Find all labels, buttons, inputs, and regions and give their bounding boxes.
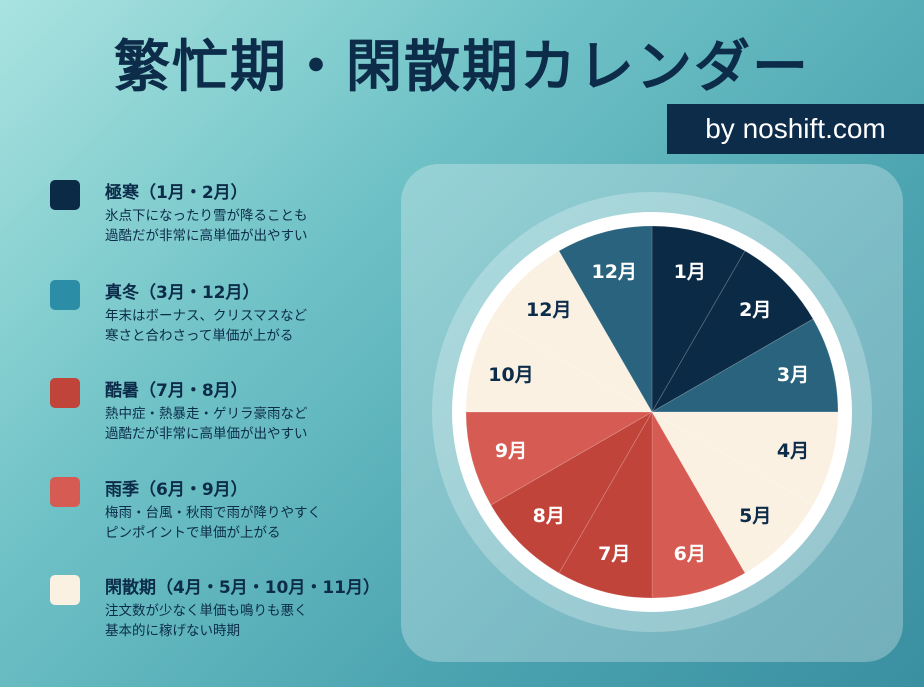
- legend-swatch: [50, 575, 80, 605]
- pie-labels: 1月 2月 3月 4月 5月 6月 7月 8月 9月 10月 12月 12月: [488, 261, 809, 565]
- pie-slice: [651, 410, 746, 599]
- legend-item-midwinter: 真冬（3月・12月） 年末はボーナス、クリスマスなど 寒さと合わさって単価が上が…: [50, 278, 410, 358]
- page-title: 繁忙期・閑散期カレンダー: [114, 35, 810, 100]
- pie-slice: [558, 225, 653, 414]
- pie-slice: [465, 411, 654, 506]
- legend-line: 熱中症・熱暴走・ゲリラ豪雨など: [105, 406, 308, 422]
- pie-chart: 1月 2月 3月 4月 5月 6月 7月 8月 9月 10月 12月 12月: [432, 192, 872, 632]
- legend-description: 年末はボーナス、クリスマスなど 寒さと合わさって単価が上がる: [105, 306, 307, 346]
- legend-line: 氷点下になったり雪が降ることも: [105, 208, 308, 224]
- byline-banner: by noshift.com: [667, 104, 924, 154]
- pie-slice-label: 12月: [526, 299, 571, 321]
- pie-slice: [651, 225, 746, 414]
- pie-slice: [650, 410, 814, 574]
- pie-slice-label: 3月: [777, 364, 809, 386]
- legend-swatch: [50, 477, 80, 507]
- legend-description: 注文数が少なく単価も鳴りも悪く 基本的に稼げない時期: [105, 601, 308, 641]
- legend-swatch: [50, 378, 80, 408]
- pie-chart-container: 1月 2月 3月 4月 5月 6月 7月 8月 9月 10月 12月 12月: [401, 164, 903, 662]
- legend-line: 注文数が少なく単価も鳴りも悪く: [105, 603, 308, 619]
- legend-description: 熱中症・熱暴走・ゲリラ豪雨など 過酷だが非常に高単価が出やすい: [105, 404, 308, 444]
- pie-slice: [558, 410, 653, 599]
- pie-slice: [650, 250, 814, 414]
- pie-slice: [650, 411, 839, 506]
- legend-line: 過酷だが非常に高単価が出やすい: [105, 426, 308, 442]
- pie-slices: [465, 225, 839, 599]
- legend-description: 氷点下になったり雪が降ることも 過酷だが非常に高単価が出やすい: [105, 206, 308, 246]
- legend-line: ピンポイントで単価が上がる: [105, 525, 281, 541]
- pie-slice-label: 6月: [674, 543, 706, 565]
- legend-line: 寒さと合わさって単価が上がる: [105, 328, 294, 344]
- legend-item-extreme-heat: 酷暑（7月・8月） 熱中症・熱暴走・ゲリラ豪雨など 過酷だが非常に高単価が出やす…: [50, 376, 410, 456]
- legend-item-rainy-season: 雨季（6月・9月） 梅雨・台風・秋雨で雨が降りやすく ピンポイントで単価が上がる: [50, 475, 410, 555]
- legend-swatch: [50, 180, 80, 210]
- legend-line: 梅雨・台風・秋雨で雨が降りやすく: [105, 505, 321, 521]
- legend-swatch: [50, 280, 80, 310]
- pie-slice: [490, 250, 654, 414]
- pie-slice-label: 4月: [777, 440, 809, 462]
- legend-line: 過酷だが非常に高単価が出やすい: [105, 228, 308, 244]
- pie-slice: [490, 410, 654, 574]
- pie-slice-label: 5月: [739, 505, 771, 527]
- pie-slice-label: 9月: [495, 440, 527, 462]
- legend-title: 閑散期（4月・5月・10月・11月）: [105, 578, 380, 598]
- pie-slice: [650, 318, 839, 413]
- legend-item-extreme-cold: 極寒（1月・2月） 氷点下になったり雪が降ることも 過酷だが非常に高単価が出やす…: [50, 178, 410, 258]
- legend-line: 年末はボーナス、クリスマスなど: [105, 308, 308, 324]
- legend-line: 基本的に稼げない時期: [105, 623, 240, 639]
- pie-slice: [465, 318, 654, 413]
- legend-description: 梅雨・台風・秋雨で雨が降りやすく ピンポイントで単価が上がる: [105, 503, 321, 543]
- legend-title: 酷暑（7月・8月）: [105, 381, 248, 401]
- pie-slice-label: 12月: [591, 261, 636, 283]
- pie-slice-label: 10月: [488, 364, 533, 386]
- pie-slice-label: 8月: [533, 505, 565, 527]
- legend-title: 極寒（1月・2月）: [105, 183, 248, 203]
- pie-slice-label: 1月: [674, 261, 706, 283]
- pie-slice-label: 2月: [739, 299, 771, 321]
- pie-slice-label: 7月: [598, 543, 630, 565]
- legend-title: 真冬（3月・12月）: [105, 283, 260, 303]
- legend-item-off-season: 閑散期（4月・5月・10月・11月） 注文数が少なく単価も鳴りも悪く 基本的に稼…: [50, 573, 410, 653]
- legend-title: 雨季（6月・9月）: [105, 480, 248, 500]
